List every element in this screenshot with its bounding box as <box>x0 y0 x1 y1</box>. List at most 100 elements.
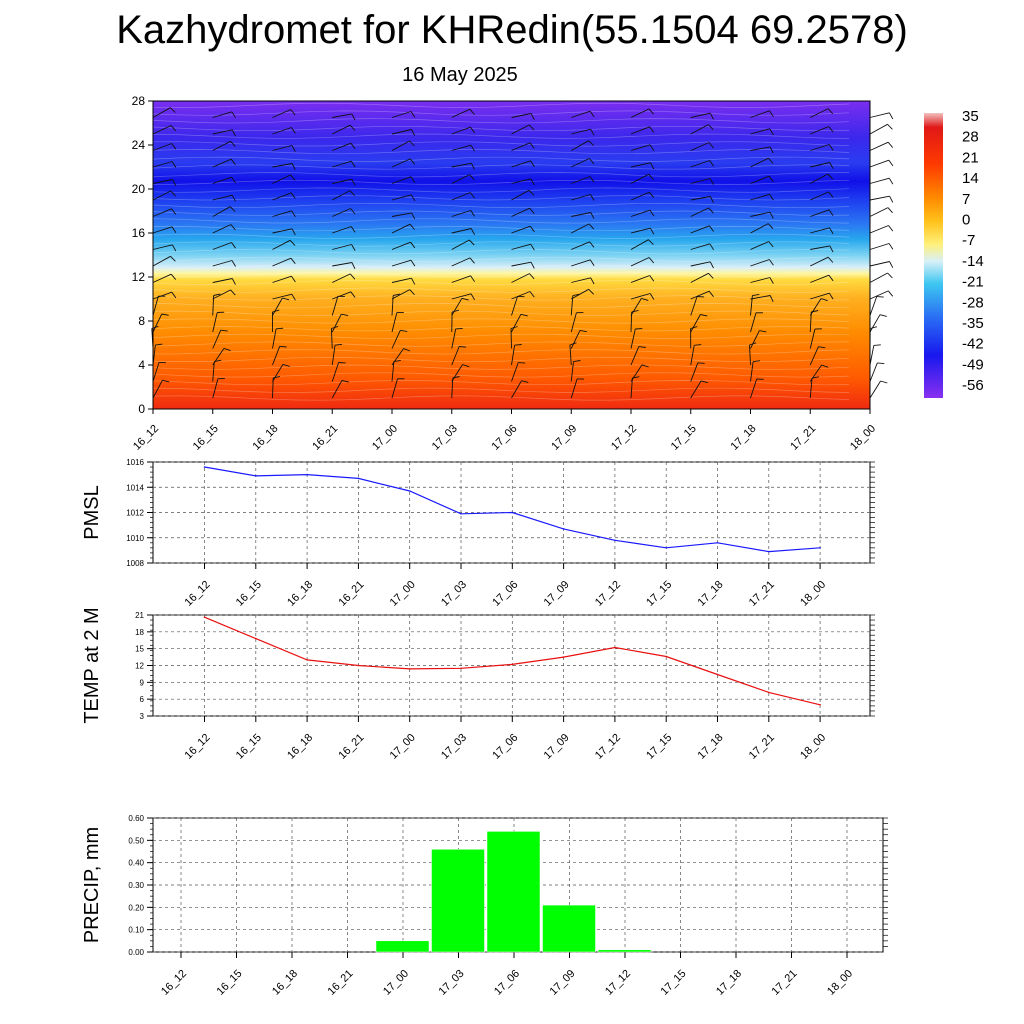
pmsl-tick-label-16_21: 16_21 <box>336 579 366 609</box>
temp-point <box>819 704 821 706</box>
wind-barb-flag <box>709 112 714 120</box>
wind-barb-flag <box>528 189 535 196</box>
wind-barb-flag <box>530 243 535 251</box>
wind-barb <box>272 293 293 300</box>
wind-barb-flag <box>170 125 177 132</box>
wind-barb <box>570 295 574 316</box>
wind-barb-flag <box>889 261 894 268</box>
wind-barb <box>391 212 412 217</box>
wind-barb <box>212 330 222 349</box>
wind-barb <box>152 208 172 217</box>
wind-barb-flag <box>213 293 221 296</box>
wind-barb-flag <box>470 293 475 301</box>
precip-tick-label-17_18: 17_18 <box>714 968 744 998</box>
pmsl-tick-label-17_09: 17_09 <box>542 579 572 609</box>
wind-barb <box>152 161 173 168</box>
wind-barb-flag <box>590 128 595 136</box>
precip-y-tick-label: 0.50 <box>128 836 144 845</box>
wind-barb-flag <box>276 327 284 330</box>
wind-barb <box>511 207 530 217</box>
wind-barb <box>451 239 470 250</box>
wind-barb <box>571 128 591 135</box>
wind-barb <box>869 207 889 217</box>
temp-point <box>460 667 462 670</box>
wind-barb-flag <box>231 194 236 202</box>
precip-bar-17_06 <box>486 831 541 953</box>
wind-barb-flag <box>590 212 595 219</box>
wind-barb <box>690 314 701 333</box>
precip-bar-17_12 <box>597 949 652 953</box>
wind-barb <box>690 142 710 151</box>
wind-barb <box>212 361 215 382</box>
wind-barb-flag <box>220 329 228 332</box>
wind-barb <box>451 377 454 399</box>
wind-barb-flag <box>411 212 416 220</box>
wind-barb-flag <box>410 176 416 183</box>
wind-barb-flag <box>279 345 287 348</box>
temp-tick-label-17_15: 17_15 <box>644 732 674 762</box>
wind-barb <box>750 312 757 333</box>
wind-barb <box>451 364 463 382</box>
wind-barb-flag <box>828 191 834 198</box>
temp-tick-label-17_18: 17_18 <box>696 732 726 762</box>
wind-barb <box>212 378 219 399</box>
contour-line <box>152 110 850 116</box>
wind-barb-flag <box>411 129 416 136</box>
wind-barb <box>869 380 881 399</box>
wind-barb-flag <box>649 275 655 282</box>
wind-barb-flag <box>521 380 529 383</box>
heatmap-tick-label-17_21: 17_21 <box>788 423 818 453</box>
wind-barb-flag <box>170 273 177 280</box>
wind-barb <box>511 113 532 118</box>
contour-line <box>152 218 850 224</box>
wind-barb <box>332 291 352 300</box>
wind-barb <box>571 110 591 118</box>
wind-barb-flag <box>290 174 296 181</box>
pmsl-panel: 1008 1010 1012 1014 1016 16_12 16_15 16_18 16_21… <box>81 458 875 609</box>
heatmap-tick-label-17_12: 17_12 <box>609 423 639 453</box>
wind-barb <box>750 241 769 250</box>
wind-barb-flag <box>769 146 774 154</box>
wind-barb <box>690 225 710 234</box>
wind-barb <box>272 109 291 118</box>
wind-barb-flag <box>769 110 774 117</box>
wind-barb-flag <box>768 241 774 248</box>
contour-line <box>152 264 850 270</box>
wind-barb-flag <box>410 194 416 202</box>
wind-barb-flag <box>648 108 654 115</box>
wind-barb-flag <box>649 191 655 198</box>
wind-barb <box>750 378 758 399</box>
wind-barb <box>330 328 333 349</box>
pmsl-point <box>255 475 257 477</box>
wind-barb-flag <box>821 364 829 368</box>
precip-tick-label-16_21: 16_21 <box>326 968 356 998</box>
wind-barb <box>152 244 173 250</box>
wind-barb <box>630 275 650 283</box>
wind-barb <box>869 345 875 366</box>
wind-barb <box>810 144 830 151</box>
wind-barb <box>272 127 292 135</box>
temp-point <box>562 656 565 658</box>
contour-line <box>152 380 850 386</box>
pmsl-y-tick-label: 1010 <box>126 534 144 543</box>
contour-line <box>152 118 850 124</box>
wind-barb <box>391 289 410 300</box>
temp-point <box>408 668 411 670</box>
wind-barb-flag <box>290 257 296 264</box>
wind-barb <box>451 144 472 151</box>
wind-barb <box>571 212 591 217</box>
wind-barb-flag <box>469 257 475 264</box>
wind-barb <box>809 346 819 366</box>
colorbar-label: -35 <box>962 315 984 332</box>
wind-barb-flag <box>828 126 834 133</box>
precip-y-tick-label: 0.60 <box>128 814 144 823</box>
wind-barb <box>451 293 472 300</box>
wind-barb <box>571 158 590 168</box>
wind-barb <box>809 298 822 316</box>
wind-barb <box>571 194 591 201</box>
colorbar-label: 0 <box>962 212 970 229</box>
wind-barb <box>332 178 352 184</box>
wind-barb-flag <box>573 360 581 363</box>
wind-barb <box>690 296 698 316</box>
contour-line <box>152 356 850 363</box>
